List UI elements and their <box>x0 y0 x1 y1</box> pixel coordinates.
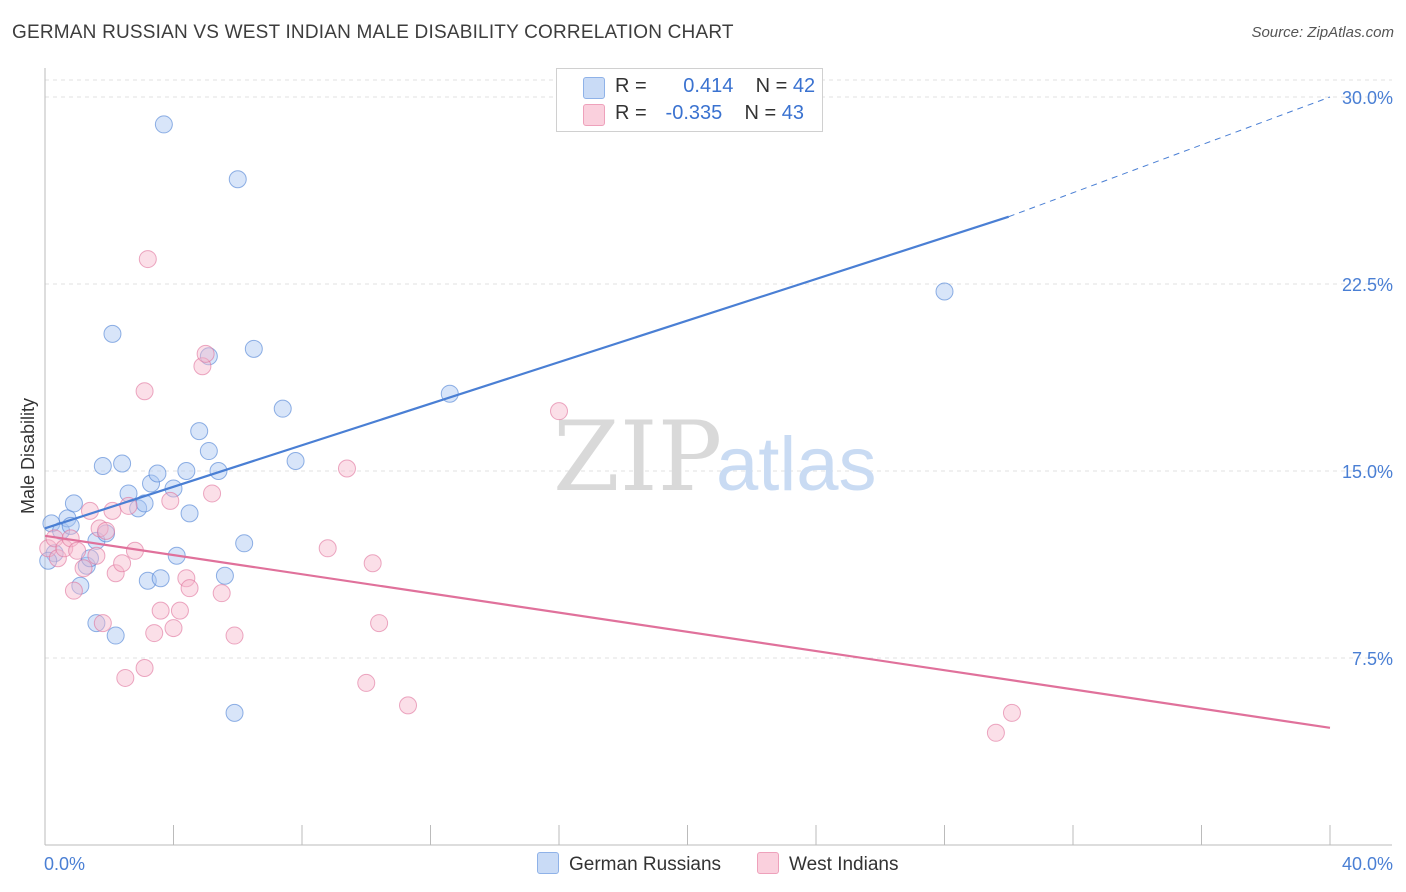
german-russian-point <box>64 494 83 513</box>
west-indian-point <box>337 459 356 478</box>
legend-swatch-pink <box>583 104 605 126</box>
y-tick-label: 22.5% <box>1342 275 1393 295</box>
bottom-legend-german-russians: German Russians <box>537 852 721 876</box>
german-russian-point <box>190 422 209 441</box>
german-russian-point <box>199 442 218 461</box>
west-indian-point <box>986 723 1005 742</box>
west-indian-point <box>399 696 418 715</box>
y-tick-label: 30.0% <box>1342 88 1393 108</box>
legend-swatch-blue <box>537 852 559 874</box>
west-indian-point <box>135 658 154 677</box>
german-russian-point <box>228 170 247 189</box>
german-russian-point <box>209 462 228 480</box>
german-russian-point <box>935 282 954 301</box>
german-russian-point <box>215 566 234 585</box>
german-russian-point <box>142 474 161 493</box>
west-indian-point <box>64 581 83 600</box>
west-indian-point <box>138 250 157 269</box>
y-axis-label: Male Disability <box>18 398 38 514</box>
west-indian-point <box>164 619 183 638</box>
west-indian-point <box>93 614 112 633</box>
west-indian-point <box>203 484 222 503</box>
west-indian-point <box>103 501 122 520</box>
watermark-atlas: atlas <box>716 422 877 507</box>
west-indian-point <box>1002 703 1021 722</box>
west-indian-point <box>196 344 215 363</box>
german-russian-point <box>199 347 218 366</box>
west-indian-point <box>370 614 389 633</box>
west-indian-point <box>106 564 125 583</box>
correlation-legend: R = 0.414 N = 42 R = -0.335 N = 43 <box>556 68 823 132</box>
german-russian-point <box>177 462 196 480</box>
legend-stats: R = 0.414 N = 42 <box>615 75 816 97</box>
german-russian-point <box>225 703 244 722</box>
german-russian-point <box>244 339 263 358</box>
german-russian-point <box>148 464 167 483</box>
source-label: Source: ZipAtlas.com <box>1251 24 1394 41</box>
bottom-legend-west-indians: West Indians <box>757 852 898 876</box>
west-indian-point <box>363 554 382 573</box>
west-indian-point <box>550 402 568 421</box>
watermark-zip: ZIP <box>553 401 722 513</box>
west-indian-point <box>68 541 87 560</box>
german-russian-point <box>93 457 112 476</box>
west-indian-point <box>39 539 58 558</box>
german-russian-point <box>286 452 305 471</box>
west-indian-point <box>74 559 93 578</box>
german-russian-point <box>87 614 106 633</box>
german-russian-point <box>235 534 254 553</box>
west-indian-point <box>151 601 170 620</box>
german-russian-point <box>113 454 132 473</box>
gridlines <box>45 79 1392 659</box>
data-points <box>39 115 1021 742</box>
german-russian-point <box>103 324 122 343</box>
west-indian-point <box>180 579 199 598</box>
west-indian-point <box>318 539 337 558</box>
x-tick-label: 0.0% <box>44 854 85 874</box>
german-russian-point <box>273 399 292 418</box>
west-indian-point <box>48 549 67 568</box>
west-indian-point <box>116 668 135 687</box>
west-indian-point <box>225 626 244 645</box>
y-tick-label: 15.0% <box>1342 462 1393 482</box>
german-russian-trend-extension <box>1008 96 1331 218</box>
west-indian-trend <box>44 534 1331 729</box>
axes <box>44 68 1392 846</box>
west-indian-point <box>97 521 116 540</box>
german-russian-point <box>151 569 170 588</box>
legend-swatch-blue <box>583 77 605 99</box>
west-indian-point <box>161 491 180 510</box>
y-tick-label: 7.5% <box>1352 649 1393 669</box>
west-indian-point <box>357 673 376 692</box>
trend-lines <box>44 96 1331 729</box>
german-russian-point <box>135 494 154 513</box>
west-indian-point <box>87 546 106 565</box>
west-indian-point <box>145 624 164 643</box>
west-indian-point <box>212 584 231 603</box>
german-russian-point <box>180 504 199 523</box>
legend-swatch-pink <box>757 852 779 874</box>
west-indian-point <box>177 569 196 588</box>
german-russian-point <box>154 115 173 134</box>
tick-labels: 7.5% 15.0% 22.5% 30.0% 0.0% 40.0% <box>44 88 1393 874</box>
west-indian-point <box>113 554 132 573</box>
german-russian-trend <box>44 215 1010 530</box>
west-indian-point <box>135 382 154 401</box>
x-tick-label: 40.0% <box>1342 854 1393 874</box>
german-russian-point <box>106 626 125 645</box>
chart-title: GERMAN RUSSIAN VS WEST INDIAN MALE DISAB… <box>12 22 734 43</box>
legend-stats: R = -0.335 N = 43 <box>615 102 804 124</box>
west-indian-point <box>170 601 189 620</box>
